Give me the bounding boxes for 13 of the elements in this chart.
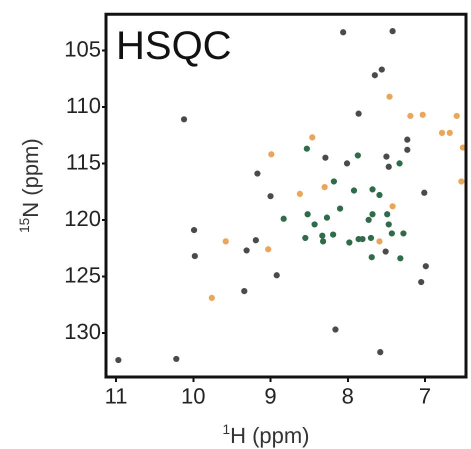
y-tick-label: 110 bbox=[66, 92, 101, 118]
x-tick-label: 11 bbox=[104, 383, 128, 408]
x-tick-label: 9 bbox=[264, 383, 277, 408]
x-tick-label: 7 bbox=[418, 383, 432, 408]
y-tick-label: 120 bbox=[64, 206, 101, 231]
y-tick-label: 115 bbox=[66, 149, 101, 174]
x-tick-label: 10 bbox=[181, 383, 206, 408]
chart-title: HSQC bbox=[116, 24, 232, 68]
y-tick-label: 125 bbox=[64, 262, 101, 288]
x-tick-label: 8 bbox=[342, 383, 354, 408]
y-axis-title: 15N (ppm) bbox=[16, 138, 43, 233]
y-tick-label: 130 bbox=[64, 318, 101, 344]
y-tick-label: 105 bbox=[64, 36, 101, 62]
